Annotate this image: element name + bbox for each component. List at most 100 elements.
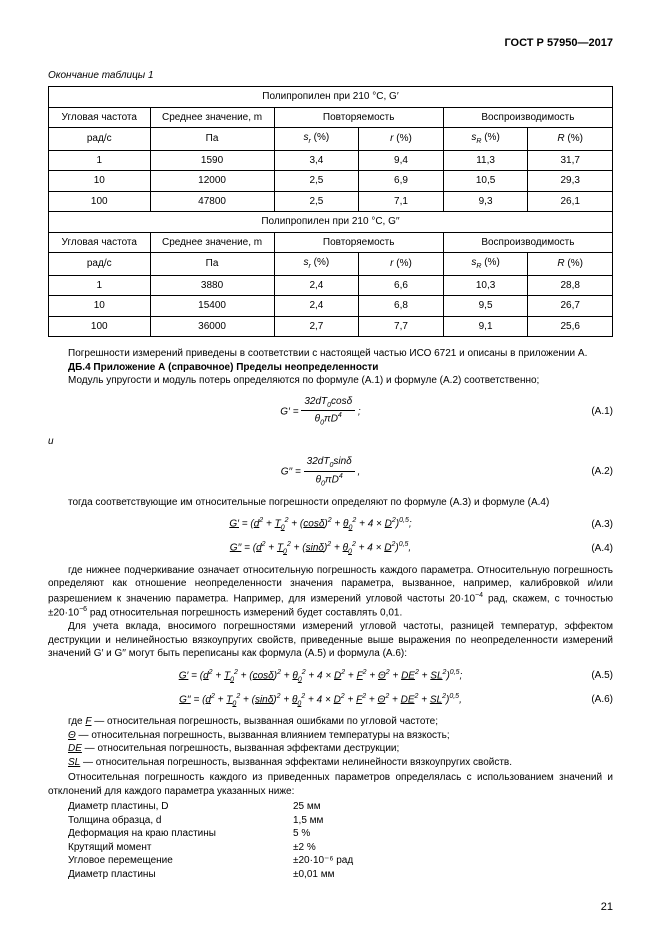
table-header: Угловая частота: [49, 107, 151, 128]
param-row: Крутящий момент±2 %: [68, 841, 613, 855]
param-value: 5 %: [293, 827, 613, 841]
param-name: Диаметр пластины, D: [68, 800, 293, 814]
equation-a1: G′ = 32dT0cosδθ0πD4 ; (A.1): [48, 395, 613, 428]
param-row: Деформация на краю пластины5 %: [68, 827, 613, 841]
table-cell: 10,3: [443, 275, 528, 296]
table-cell: 1: [49, 275, 151, 296]
where-item: DE — относительная погрешность, вызванна…: [48, 742, 613, 756]
table-cell: 1590: [150, 150, 274, 171]
table-subheader: R (%): [528, 128, 613, 150]
equation-a4: G′′ = (d2 + T02 + (sinδ)2 + θ02 + 4 × D2…: [48, 540, 613, 557]
table-subheader: sR (%): [443, 128, 528, 150]
table-cell: 11,3: [443, 150, 528, 171]
para-then: тогда соответствующие им относительные п…: [48, 496, 613, 510]
table-cell: 100: [49, 316, 151, 337]
table-cell: 47800: [150, 191, 274, 212]
para-underline-explain: где нижнее подчеркивание означает относи…: [48, 564, 613, 621]
table-section-title: Полипропилен при 210 °C, G′: [49, 87, 613, 108]
table-cell: 36000: [150, 316, 274, 337]
table-subheader: R (%): [528, 253, 613, 275]
table-cell: 6,8: [359, 296, 444, 317]
table-header: Среднее значение, m: [150, 232, 274, 253]
para-contribution: Для учета вклада, вносимого погрешностям…: [48, 620, 613, 661]
table-cell: 2,5: [274, 171, 359, 192]
param-name: Диаметр пластины: [68, 868, 293, 882]
param-value: ±0,01 мм: [293, 868, 613, 882]
table-header: Повторяемость: [274, 232, 443, 253]
table-cell: 6,9: [359, 171, 444, 192]
table-cell: 2,4: [274, 296, 359, 317]
table-cell: 10,5: [443, 171, 528, 192]
param-value: ±2 %: [293, 841, 613, 855]
equation-a6: G′′ = (d2 + T02 + (sinδ)2 + θ02 + 4 × D2…: [48, 692, 613, 709]
param-name: Крутящий момент: [68, 841, 293, 855]
and-label: и: [48, 435, 78, 449]
table-header: Воспроизводимость: [443, 107, 612, 128]
table-cell: 7,1: [359, 191, 444, 212]
param-table: Диаметр пластины, D25 ммТолщина образца,…: [68, 800, 613, 881]
table-cell: 9,3: [443, 191, 528, 212]
table-cell: 12000: [150, 171, 274, 192]
data-table: Полипропилен при 210 °C, G′Угловая часто…: [48, 86, 613, 337]
table-cell: 10: [49, 296, 151, 317]
table-subheader: рад/с: [49, 128, 151, 150]
table-header: Повторяемость: [274, 107, 443, 128]
table-subheader: sr (%): [274, 253, 359, 275]
table-cell: 28,8: [528, 275, 613, 296]
where-item: SL — относительная погрешность, вызванна…: [48, 756, 613, 770]
table-cell: 9,5: [443, 296, 528, 317]
table-cell: 26,7: [528, 296, 613, 317]
para-errors-intro: Погрешности измерений приведены в соотве…: [48, 347, 613, 361]
table-cell: 10: [49, 171, 151, 192]
param-value: 25 мм: [293, 800, 613, 814]
table-cell: 15400: [150, 296, 274, 317]
param-value: 1,5 мм: [293, 814, 613, 828]
table-cell: 25,6: [528, 316, 613, 337]
table-cell: 2,7: [274, 316, 359, 337]
param-row: Диаметр пластины±0,01 мм: [68, 868, 613, 882]
table-cell: 2,4: [274, 275, 359, 296]
table-subheader: r (%): [359, 253, 444, 275]
table-cell: 2,5: [274, 191, 359, 212]
table-subheader: sr (%): [274, 128, 359, 150]
param-row: Толщина образца, d1,5 мм: [68, 814, 613, 828]
table-header: Среднее значение, m: [150, 107, 274, 128]
doc-id: ГОСТ Р 57950—2017: [48, 36, 613, 51]
param-name: Толщина образца, d: [68, 814, 293, 828]
param-name: Деформация на краю пластины: [68, 827, 293, 841]
param-row: Угловое перемещение±20·10⁻⁶ рад: [68, 854, 613, 868]
table-subheader: sR (%): [443, 253, 528, 275]
equation-a5: G′ = (d2 + T02 + (cosδ)2 + θ02 + 4 × D2 …: [48, 668, 613, 685]
table-cell: 3,4: [274, 150, 359, 171]
table-cell: 9,4: [359, 150, 444, 171]
table-cell: 9,1: [443, 316, 528, 337]
table-caption: Окончание таблицы 1: [48, 69, 613, 83]
para-rel-error: Относительная погрешность каждого из при…: [48, 771, 613, 798]
table-cell: 29,3: [528, 171, 613, 192]
where-list: где F — относительная погрешность, вызва…: [48, 715, 613, 769]
param-value: ±20·10⁻⁶ рад: [293, 854, 613, 868]
appendix-heading: ДБ.4 Приложение А (справочное) Пределы н…: [48, 361, 613, 375]
table-header: Воспроизводимость: [443, 232, 612, 253]
table-cell: 3880: [150, 275, 274, 296]
table-cell: 7,7: [359, 316, 444, 337]
where-item: где F — относительная погрешность, вызва…: [48, 715, 613, 729]
equation-a2: G′′ = 32dT0sinδθ0πD4 , (A.2): [48, 455, 613, 488]
table-subheader: рад/с: [49, 253, 151, 275]
para-modulus: Модуль упругости и модуль потерь определ…: [48, 374, 613, 388]
table-cell: 26,1: [528, 191, 613, 212]
table-section-title: Полипропилен при 210 °C, G′′: [49, 212, 613, 233]
table-header: Угловая частота: [49, 232, 151, 253]
table-cell: 31,7: [528, 150, 613, 171]
table-cell: 1: [49, 150, 151, 171]
table-subheader: r (%): [359, 128, 444, 150]
table-cell: 100: [49, 191, 151, 212]
param-row: Диаметр пластины, D25 мм: [68, 800, 613, 814]
table-subheader: Па: [150, 128, 274, 150]
equation-a3: G′ = (d2 + T02 + (cosδ)2 + θ02 + 4 × D2)…: [48, 516, 613, 533]
page-number: 21: [601, 900, 613, 915]
table-cell: 6,6: [359, 275, 444, 296]
table-subheader: Па: [150, 253, 274, 275]
param-name: Угловое перемещение: [68, 854, 293, 868]
where-item: Θ — относительная погрешность, вызванная…: [48, 729, 613, 743]
